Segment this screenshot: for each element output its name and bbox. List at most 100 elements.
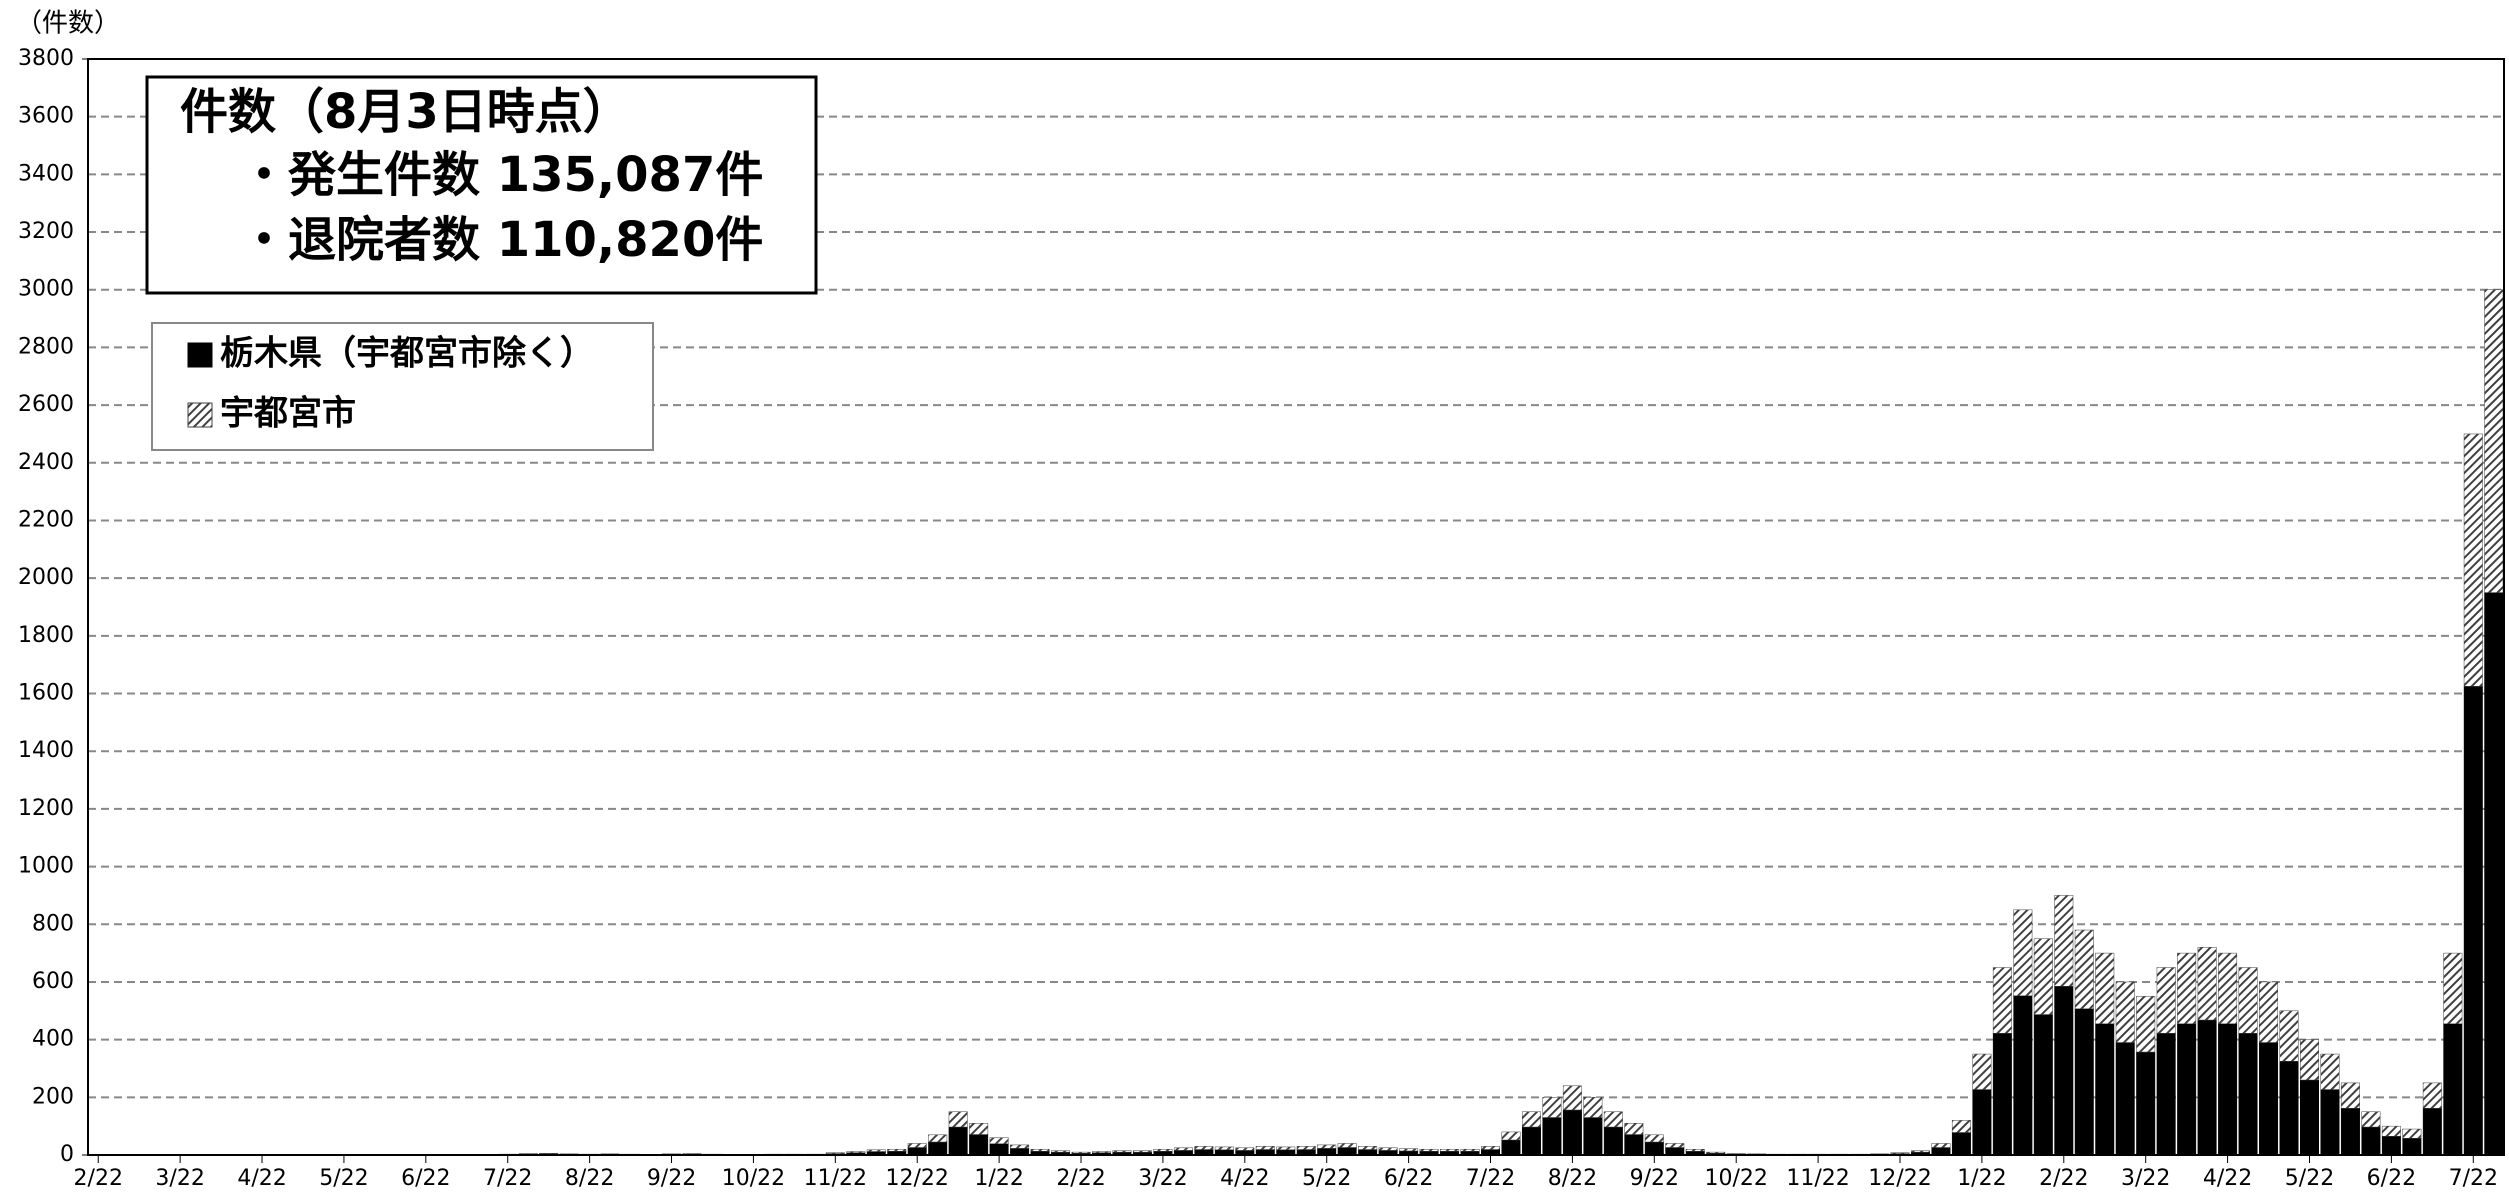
bar bbox=[825, 1152, 845, 1154]
bar bbox=[1194, 1146, 1214, 1150]
bar bbox=[1931, 1143, 1951, 1148]
x-tick-label: 8/22 bbox=[565, 1166, 614, 1191]
annotation-line: ・発生件数 135,087件 bbox=[240, 147, 763, 203]
bar bbox=[2259, 1042, 2279, 1156]
x-tick-label: 11/22 bbox=[1786, 1166, 1849, 1191]
y-tick-label: 800 bbox=[32, 911, 74, 936]
y-tick-label: 3200 bbox=[18, 219, 74, 244]
x-tick-label: 3/22 bbox=[1138, 1166, 1187, 1191]
y-tick-label: 600 bbox=[32, 969, 74, 994]
bar bbox=[2136, 996, 2156, 1053]
bar bbox=[2300, 1079, 2319, 1156]
y-tick-label: 2000 bbox=[18, 565, 74, 590]
x-tick-label: 5/22 bbox=[1302, 1166, 1351, 1191]
bar bbox=[1992, 1033, 2012, 1156]
bar bbox=[2197, 1019, 2217, 1156]
bar bbox=[887, 1148, 907, 1152]
bar bbox=[1440, 1148, 1460, 1152]
bar bbox=[1644, 1134, 1664, 1143]
bar bbox=[2054, 895, 2074, 987]
y-tick-label: 3600 bbox=[18, 104, 74, 129]
bar bbox=[1562, 1109, 1582, 1156]
bar bbox=[907, 1147, 927, 1156]
bar bbox=[2361, 1126, 2381, 1156]
bar bbox=[1132, 1150, 1152, 1153]
bar bbox=[1583, 1117, 1603, 1156]
bar bbox=[1972, 1053, 1992, 1090]
bar bbox=[928, 1141, 948, 1156]
bar bbox=[1337, 1147, 1357, 1156]
bar bbox=[539, 1153, 559, 1155]
bar bbox=[2381, 1136, 2401, 1156]
x-tick-label: 12/22 bbox=[886, 1166, 949, 1191]
bar bbox=[1624, 1134, 1644, 1156]
bar bbox=[1603, 1111, 1623, 1128]
y-tick-label: 400 bbox=[32, 1027, 74, 1052]
y-tick-label: 1400 bbox=[18, 738, 74, 763]
y-tick-label: 2800 bbox=[18, 334, 74, 359]
bar bbox=[969, 1123, 989, 1135]
x-tick-label: 2/22 bbox=[2039, 1166, 2088, 1191]
y-tick-label: 3000 bbox=[18, 277, 74, 302]
bar bbox=[2381, 1125, 2401, 1137]
y-tick-label: 3800 bbox=[18, 46, 74, 71]
bar bbox=[1051, 1150, 1071, 1153]
y-tick-label: 1800 bbox=[18, 623, 74, 648]
bar bbox=[2013, 995, 2033, 1156]
x-tick-label: 6/22 bbox=[2367, 1166, 2416, 1191]
bar bbox=[1665, 1143, 1685, 1148]
annotation-line: ・退院者数 110,820件 bbox=[240, 212, 763, 268]
bar bbox=[2422, 1082, 2442, 1109]
x-tick-label: 7/22 bbox=[1466, 1166, 1515, 1191]
bar bbox=[1419, 1148, 1439, 1152]
y-tick-label: 2200 bbox=[18, 507, 74, 532]
x-tick-label: 5/22 bbox=[2285, 1166, 2334, 1191]
x-tick-label: 7/22 bbox=[2449, 1166, 2498, 1191]
bar bbox=[2443, 1023, 2463, 1156]
bar bbox=[1317, 1144, 1337, 1149]
x-tick-label: 12/22 bbox=[1868, 1166, 1931, 1191]
bar bbox=[1214, 1146, 1234, 1151]
x-tick-label: 6/22 bbox=[401, 1166, 450, 1191]
bar bbox=[2402, 1128, 2422, 1139]
bar bbox=[1501, 1139, 1521, 1156]
bar bbox=[1337, 1143, 1357, 1148]
bar bbox=[2156, 1033, 2176, 1156]
bar bbox=[1501, 1131, 1521, 1141]
legend-label: 宇都宮市 bbox=[220, 394, 356, 434]
bar bbox=[1972, 1089, 1992, 1156]
bar bbox=[1255, 1146, 1275, 1150]
bar bbox=[1112, 1150, 1132, 1153]
bar bbox=[1358, 1146, 1378, 1150]
bar bbox=[1665, 1147, 1685, 1156]
bar bbox=[2238, 1033, 2258, 1156]
bar bbox=[2074, 1008, 2094, 1156]
x-tick-label: 2/22 bbox=[1056, 1166, 1105, 1191]
bar bbox=[2218, 952, 2238, 1025]
x-tick-label: 5/22 bbox=[319, 1166, 368, 1191]
bar bbox=[2136, 1051, 2156, 1156]
x-tick-label: 9/22 bbox=[647, 1166, 696, 1191]
bar bbox=[948, 1111, 968, 1128]
legend-swatch bbox=[187, 342, 213, 368]
x-tick-label: 1/22 bbox=[1957, 1166, 2006, 1191]
x-tick-label: 10/22 bbox=[722, 1166, 785, 1191]
bar bbox=[1542, 1097, 1562, 1118]
bar bbox=[1644, 1141, 1664, 1156]
bar bbox=[2095, 952, 2115, 1025]
bar bbox=[1399, 1148, 1419, 1152]
legend-swatch bbox=[187, 402, 213, 428]
bar bbox=[1521, 1126, 1541, 1156]
bar bbox=[2115, 981, 2135, 1043]
bar bbox=[2033, 1014, 2053, 1156]
bar bbox=[1910, 1150, 1930, 1153]
plot-border bbox=[87, 58, 2505, 1156]
bar bbox=[989, 1143, 1009, 1156]
x-tick-label: 3/22 bbox=[155, 1166, 204, 1191]
bar bbox=[1890, 1152, 1910, 1154]
bar bbox=[2320, 1089, 2340, 1156]
bar bbox=[2197, 947, 2217, 1021]
bar bbox=[1092, 1151, 1111, 1153]
x-tick-label: 2/22 bbox=[74, 1166, 123, 1191]
x-tick-label: 9/22 bbox=[1630, 1166, 1679, 1191]
